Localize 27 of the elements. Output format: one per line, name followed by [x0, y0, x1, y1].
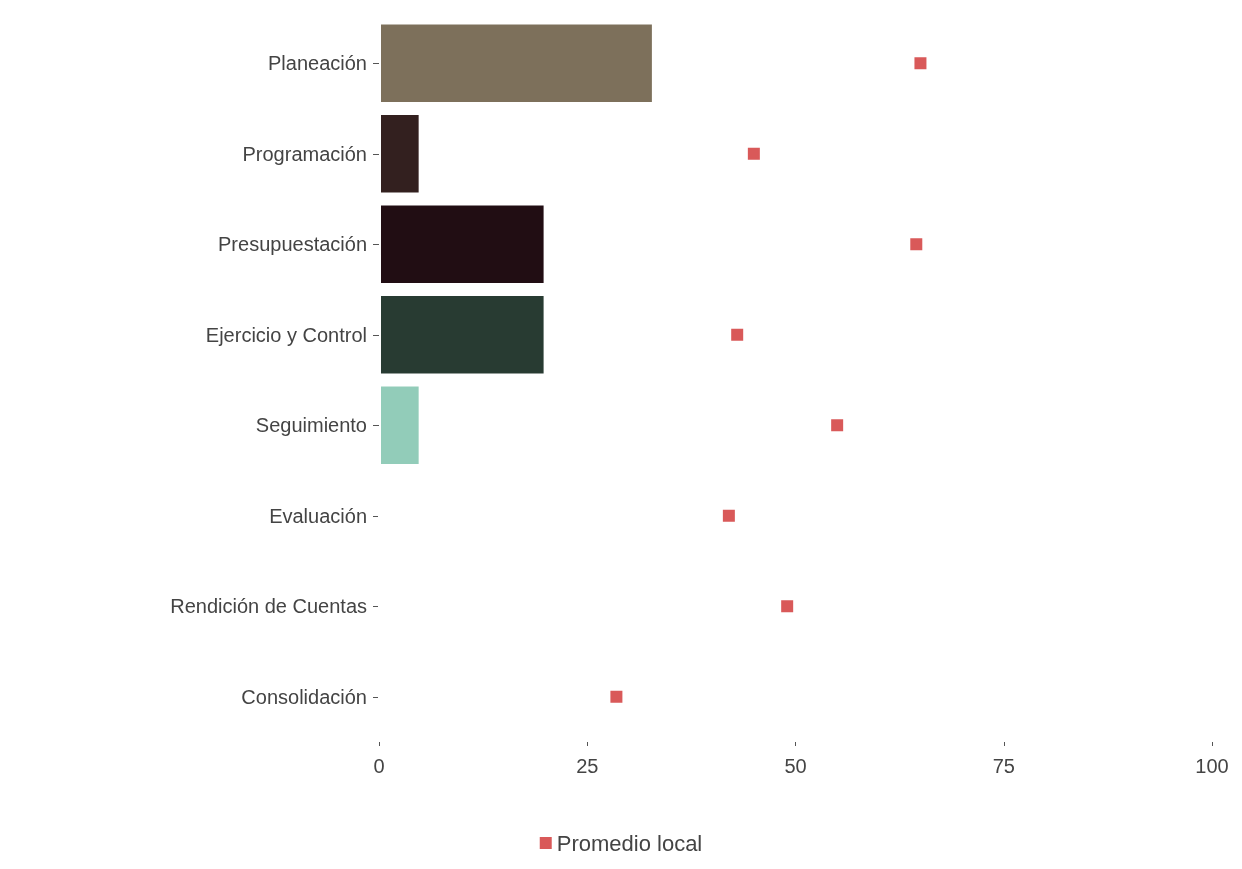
y-tick-label: Presupuestación — [218, 233, 367, 256]
x-tick-label: 100 — [1195, 755, 1229, 777]
point — [731, 328, 744, 341]
point — [747, 147, 760, 160]
y-tick-label: Rendición de Cuentas — [170, 595, 367, 618]
y-tick-label: Evaluación — [269, 504, 367, 527]
bar — [379, 294, 546, 376]
point — [910, 238, 923, 251]
point — [831, 419, 844, 432]
point — [610, 690, 623, 703]
y-tick-label: Ejercicio y Control — [205, 323, 367, 346]
point — [914, 57, 927, 70]
point — [722, 509, 735, 522]
x-tick-label: 75 — [992, 755, 1015, 777]
y-tick-label: Programación — [242, 142, 367, 165]
x-tick-label: 25 — [576, 755, 599, 777]
y-tick-label: Seguimiento — [255, 414, 367, 437]
x-tick-label: 50 — [784, 755, 807, 777]
x-tick-label: 0 — [373, 755, 385, 777]
point — [781, 600, 794, 613]
y-tick-label: Planeación — [268, 52, 367, 75]
bar — [379, 384, 421, 466]
legend-label: Promedio local — [556, 830, 703, 856]
bar — [379, 203, 546, 285]
y-tick-label: Consolidación — [241, 685, 367, 708]
bar — [379, 113, 421, 195]
bar — [379, 22, 654, 104]
